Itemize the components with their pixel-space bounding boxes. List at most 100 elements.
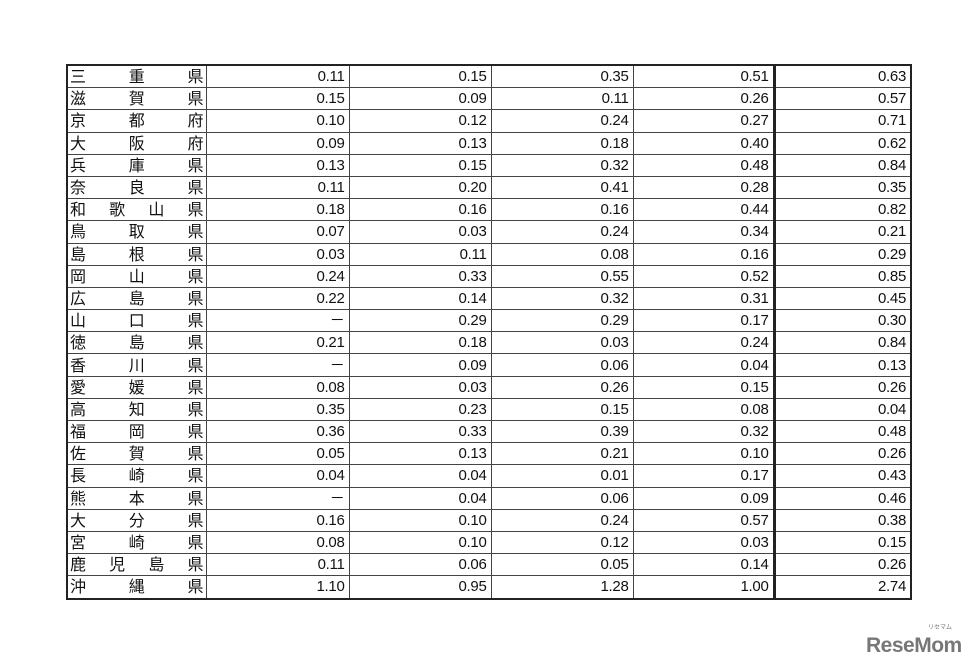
value-cell: 0.06 — [490, 486, 634, 510]
table-row: 兵庫県 0.13 0.15 0.32 0.48 0.84 — [66, 153, 912, 177]
prefecture-name: 福岡県 — [70, 422, 204, 442]
value-cell: 0.18 — [348, 331, 492, 355]
prefecture-name-cell: 福岡県 — [66, 419, 207, 444]
value-cell: 0.17 — [632, 464, 775, 488]
value-cell: 0.16 — [632, 242, 775, 266]
prefecture-name: 大分県 — [70, 510, 204, 530]
value-cell: 0.24 — [490, 220, 634, 244]
prefecture-name-cell: 滋賀県 — [66, 87, 207, 111]
value-cell: 1.10 — [205, 575, 350, 600]
value-cell: 0.04 — [348, 464, 492, 488]
value-cell: 0.84 — [772, 153, 912, 177]
value-cell: 0.15 — [348, 64, 492, 89]
value-cell: 0.41 — [490, 175, 634, 200]
value-cell: 0.24 — [205, 264, 350, 288]
value-cell: 0.13 — [772, 353, 912, 377]
value-cell: 1.28 — [490, 575, 634, 600]
prefecture-name: 佐賀県 — [70, 444, 204, 464]
prefecture-name: 徳島県 — [70, 333, 204, 353]
value-cell: － — [205, 309, 350, 333]
value-cell: 0.13 — [205, 153, 350, 177]
prefecture-name-cell: 奈良県 — [66, 175, 207, 200]
value-cell: 0.10 — [205, 109, 350, 133]
prefecture-name-cell: 愛媛県 — [66, 375, 207, 399]
value-cell: 0.15 — [632, 375, 775, 399]
value-cell: 0.45 — [772, 286, 912, 311]
prefecture-name: 長崎県 — [70, 466, 204, 486]
prefecture-name: 鳥取県 — [70, 222, 204, 242]
value-cell: 0.52 — [632, 264, 775, 288]
value-cell: 0.26 — [490, 375, 634, 399]
value-cell: 0.82 — [772, 198, 912, 222]
value-cell: 0.13 — [348, 442, 492, 466]
prefecture-name-cell: 鳥取県 — [66, 220, 207, 244]
watermark-subtext: リセマム — [928, 624, 953, 631]
prefecture-name-cell: 岡山県 — [66, 264, 207, 288]
table-row: 奈良県 0.11 0.20 0.41 0.28 0.35 — [66, 175, 912, 200]
prefecture-name-cell: 宮崎県 — [66, 530, 207, 555]
value-cell: 2.74 — [772, 575, 912, 600]
value-cell: 0.11 — [348, 242, 492, 266]
value-cell: 0.04 — [348, 486, 492, 510]
value-cell: 0.63 — [772, 64, 912, 89]
value-cell: 0.95 — [348, 575, 492, 600]
value-cell: 0.21 — [772, 220, 912, 244]
value-cell: 0.16 — [348, 198, 492, 222]
value-cell: 0.29 — [348, 309, 492, 333]
value-cell: 0.06 — [490, 353, 634, 377]
value-cell: 0.26 — [772, 375, 912, 399]
prefecture-name: 愛媛県 — [70, 377, 204, 397]
value-cell: 0.24 — [490, 508, 634, 532]
value-cell: 0.21 — [205, 331, 350, 355]
watermark-text: ReseMom — [866, 634, 962, 657]
value-cell: 0.09 — [348, 353, 492, 377]
table-row: 香川県－ 0.09 0.06 0.04 0.13 — [66, 353, 912, 377]
value-cell: 0.07 — [205, 220, 350, 244]
value-cell: 0.33 — [348, 264, 492, 288]
value-cell: 0.27 — [632, 109, 775, 133]
value-cell: 0.26 — [772, 442, 912, 466]
prefecture-name-cell: 鹿児島県 — [66, 553, 207, 577]
table-row: 鳥取県 0.07 0.03 0.24 0.34 0.21 — [66, 220, 912, 244]
value-cell: 0.39 — [490, 419, 634, 444]
table-row: 和歌山県 0.18 0.16 0.16 0.44 0.82 — [66, 198, 912, 222]
value-cell: 0.03 — [632, 530, 775, 555]
value-cell: 0.14 — [632, 553, 775, 577]
value-cell: 0.57 — [772, 87, 912, 111]
value-cell: 0.28 — [632, 175, 775, 200]
table-row: 山口県－ 0.29 0.29 0.17 0.30 — [66, 309, 912, 333]
table-row: 京都府 0.10 0.12 0.24 0.27 0.71 — [66, 109, 912, 133]
table-row: 愛媛県 0.08 0.03 0.26 0.15 0.26 — [66, 375, 912, 399]
prefecture-name: 兵庫県 — [70, 155, 204, 175]
value-cell: 0.31 — [632, 286, 775, 311]
value-cell: 0.62 — [772, 131, 912, 155]
value-cell: 0.08 — [205, 375, 350, 399]
prefecture-name-cell: 京都府 — [66, 109, 207, 133]
value-cell: 0.71 — [772, 109, 912, 133]
prefecture-name-cell: 広島県 — [66, 286, 207, 311]
table-row: 大分県 0.16 0.10 0.24 0.57 0.38 — [66, 508, 912, 532]
table-row: 佐賀県 0.05 0.13 0.21 0.10 0.26 — [66, 442, 912, 466]
value-cell: 0.18 — [205, 198, 350, 222]
value-cell: 0.33 — [348, 419, 492, 444]
table-row: 大阪府 0.09 0.13 0.18 0.40 0.62 — [66, 131, 912, 155]
value-cell: 0.03 — [205, 242, 350, 266]
value-cell: 0.85 — [772, 264, 912, 288]
prefecture-name-cell: 兵庫県 — [66, 153, 207, 177]
value-cell: 0.22 — [205, 286, 350, 311]
value-cell: 0.18 — [490, 131, 634, 155]
value-cell: － — [205, 353, 350, 377]
value-cell: 0.40 — [632, 131, 775, 155]
table-row: 島根県 0.03 0.11 0.08 0.16 0.29 — [66, 242, 912, 266]
table-row: 高知県 0.35 0.23 0.15 0.08 0.04 — [66, 397, 912, 422]
value-cell: 0.51 — [632, 64, 775, 89]
value-cell: 0.36 — [205, 419, 350, 444]
value-cell: 0.16 — [205, 508, 350, 532]
value-cell: 0.35 — [490, 64, 634, 89]
value-cell: 0.03 — [490, 331, 634, 355]
value-cell: 0.32 — [632, 419, 775, 444]
value-cell: 0.03 — [348, 220, 492, 244]
value-cell: 0.34 — [632, 220, 775, 244]
prefecture-name: 鹿児島県 — [70, 555, 204, 575]
value-cell: 0.09 — [348, 87, 492, 111]
